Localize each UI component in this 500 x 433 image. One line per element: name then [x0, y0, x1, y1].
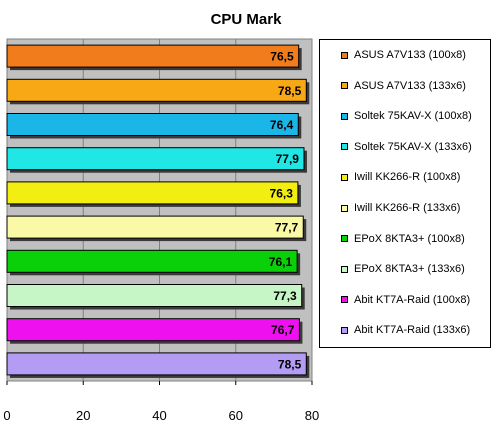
legend-swatch — [341, 112, 348, 120]
legend-item: Abit KT7A-Raid (133x6) — [320, 323, 470, 337]
legend-swatch — [341, 296, 348, 304]
legend-label: ASUS A7V133 (100x8) — [354, 49, 466, 61]
legend-swatch — [341, 326, 348, 334]
legend-label: Iwill KK266-R (133x6) — [354, 202, 461, 214]
x-axis-ticks: 0 20 40 60 80 — [3, 381, 319, 423]
bar-value-label: 78,5 — [278, 84, 302, 98]
bar-value-label: 77,3 — [273, 289, 297, 303]
legend-label: Abit KT7A-Raid (133x6) — [354, 324, 471, 337]
legend-label: Soltek 75KAV-X (100x8) — [354, 110, 472, 123]
bar-value-label: 76,1 — [269, 255, 293, 269]
legend-swatch — [341, 265, 348, 273]
legend-swatch — [341, 173, 348, 181]
legend-label: EPoX 8KTA3+ (100x8) — [354, 232, 465, 245]
legend-label: Soltek 75KAV-X (133x6) — [354, 140, 472, 153]
legend-item: Soltek 75KAV-X (133x6) — [320, 140, 472, 154]
bar — [6, 113, 299, 136]
x-tick-label: 60 — [229, 408, 243, 423]
legend-item: Iwill KK266-R (100x8) — [320, 170, 460, 184]
bar-value-label: 77,9 — [276, 152, 300, 166]
bar — [6, 215, 304, 239]
legend: ASUS A7V133 (100x8) ASUS A7V133 (133x6) So… — [319, 39, 491, 348]
chart-title: CPU Mark — [211, 11, 283, 28]
legend-label: Iwill KK266-R (100x8) — [354, 171, 461, 184]
x-tick-label: 20 — [76, 408, 90, 423]
bar — [6, 284, 303, 307]
legend-swatch — [341, 51, 348, 59]
legend-item: Iwill KK266-R (133x6) — [320, 201, 460, 215]
bar-value-label: 76,4 — [270, 118, 294, 132]
bar — [6, 147, 305, 171]
bar — [6, 78, 307, 102]
legend-item: EPoX 8KTA3+ (133x6) — [320, 262, 465, 276]
legend-swatch — [341, 143, 348, 151]
bar-value-label: 78,5 — [278, 357, 302, 371]
bar — [6, 249, 298, 273]
bar-value-label: 76,5 — [270, 50, 294, 64]
bar — [6, 44, 300, 68]
legend-swatch — [341, 204, 348, 212]
legend-label: ASUS A7V133 (133x6) — [354, 79, 466, 92]
bar — [6, 181, 299, 205]
bar-value-label: 77,7 — [275, 221, 299, 235]
bar — [6, 352, 307, 376]
legend-item: Abit KT7A-Raid (100x8) — [320, 293, 470, 307]
bars: 76,5 78,5 76,4 77,9 76,3 77,7 76,1 77,3 76,7 78,5 — [6, 44, 310, 378]
bar-value-label: 76,3 — [270, 186, 294, 200]
legend-swatch — [341, 82, 348, 90]
legend-label: EPoX 8KTA3+ (133x6) — [354, 263, 465, 276]
x-tick-label: 80 — [305, 408, 319, 423]
legend-item: EPoX 8KTA3+ (100x8) — [320, 232, 465, 246]
legend-swatch — [341, 235, 348, 243]
legend-label: Abit KT7A-Raid (100x8) — [354, 293, 471, 306]
x-tick-label: 40 — [152, 408, 166, 423]
legend-item: Soltek 75KAV-X (100x8) — [320, 109, 472, 123]
bar — [6, 318, 300, 342]
bar-value-label: 76,7 — [271, 323, 295, 337]
legend-item: ASUS A7V133 (100x8) — [320, 48, 466, 62]
x-tick-label: 0 — [3, 408, 10, 423]
legend-item: ASUS A7V133 (133x6) — [320, 79, 466, 93]
